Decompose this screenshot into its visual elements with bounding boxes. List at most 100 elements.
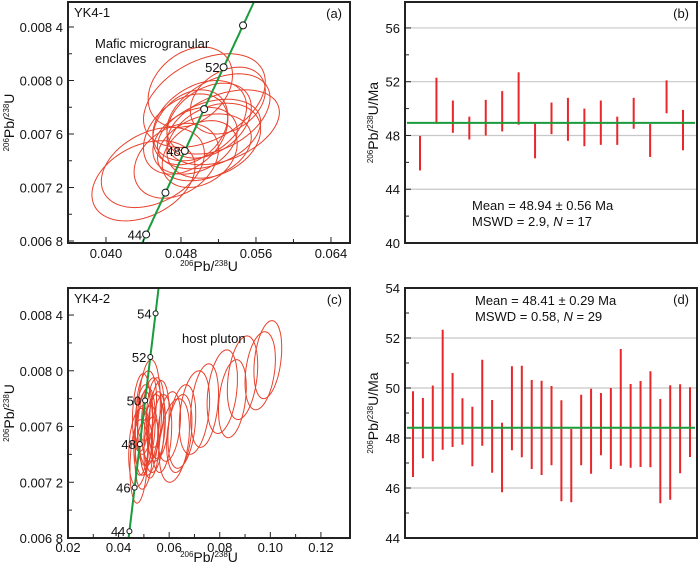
axis-label-part: 238	[2, 103, 11, 117]
y-tick-label: 0.008 4	[20, 308, 63, 323]
panel-label: (d)	[673, 292, 689, 307]
y-tick-label: 46	[386, 481, 400, 496]
error-ellipse	[253, 320, 283, 400]
axis-label-part: 238	[214, 259, 228, 268]
plot-area	[126, 288, 283, 538]
error-ellipse	[166, 89, 280, 166]
concordia-age-marker	[142, 230, 151, 239]
error-ellipse	[142, 93, 229, 175]
axis-label-part: 206	[366, 149, 375, 163]
y-tick-label: 40	[386, 236, 400, 251]
axis-label-part: 238	[2, 394, 11, 408]
y-tick-label: 0.008 0	[20, 74, 63, 89]
axis-label-part: Pb/	[365, 129, 381, 150]
axis-label-part: U	[228, 258, 238, 274]
error-ellipse	[147, 391, 166, 462]
concordia-age-label: 48	[166, 144, 180, 159]
mswd-post: = 29	[573, 309, 602, 324]
concordia-age-marker	[126, 528, 133, 535]
y-tick-label: 0.007 2	[20, 475, 63, 490]
x-tick-label: 0.06	[157, 540, 182, 555]
plot-area	[91, 2, 280, 243]
plot-frame	[404, 287, 698, 539]
axis-label-part: Pb/	[193, 258, 214, 274]
error-ellipse	[151, 393, 173, 474]
panel-label: (a)	[326, 6, 342, 21]
error-ellipse	[244, 331, 276, 411]
y-axis-label: 206Pb/238U	[1, 384, 17, 442]
error-ellipse	[139, 405, 159, 476]
error-ellipse	[152, 79, 248, 162]
sample-name: YK4-1	[74, 5, 110, 20]
error-ellipse	[129, 419, 149, 504]
axis-label-part: U/Ma	[365, 82, 381, 116]
x-tick-label: 0.02	[55, 540, 80, 555]
concordia-age-marker	[152, 310, 159, 317]
concordia-age-label: 46	[116, 481, 130, 496]
concordia-age-marker	[200, 105, 209, 114]
error-ellipse	[206, 349, 238, 435]
x-tick-label: 0.10	[258, 540, 283, 555]
concordia-age-label: 48	[121, 437, 135, 452]
axis-label-part: Pb/	[1, 407, 17, 428]
axis-label-part: U	[1, 384, 17, 394]
plot-frame	[67, 287, 351, 539]
mswd-n: N	[564, 309, 574, 324]
axis-label-part: 238	[214, 550, 228, 559]
y-tick-label: 0.007 2	[20, 180, 63, 195]
concordia-age-marker	[161, 188, 170, 197]
axis-label-part: 206	[180, 550, 194, 559]
axis-label-part: 238	[366, 115, 375, 129]
axis-label-part: 206	[180, 259, 194, 268]
error-ellipse	[167, 384, 197, 469]
concordia-age-label: 54	[137, 306, 151, 321]
concordia-age-marker	[239, 21, 248, 30]
y-tick-label: 44	[386, 531, 400, 546]
concordia-age-label: 44	[111, 524, 125, 539]
axis-label-part: U/Ma	[365, 372, 381, 406]
mean-age-text: Mean = 48.41 ± 0.29 Ma	[475, 293, 617, 308]
concordia-age-label: 52	[205, 60, 219, 75]
concordia-age-marker	[180, 146, 189, 155]
y-tick-label: 0.006 8	[20, 234, 63, 249]
error-ellipse	[91, 140, 196, 222]
axis-label-part: 238	[366, 405, 375, 419]
y-tick-label: 0.008 0	[20, 364, 63, 379]
error-ellipse	[145, 377, 165, 448]
x-tick-label: 0.064	[315, 246, 348, 261]
axis-label-part: U	[1, 94, 17, 104]
axis-label-part: 206	[366, 440, 375, 454]
y-tick-label: 48	[386, 431, 400, 446]
concordia-age-marker	[131, 484, 138, 491]
mean-age-text: Mean = 48.94 ± 0.56 Ma	[472, 198, 614, 213]
error-ellipse	[226, 335, 259, 420]
y-tick-label: 56	[386, 21, 400, 36]
concordia-age-marker	[147, 353, 154, 360]
y-tick-label: 48	[386, 128, 400, 143]
y-tick-label: 0.006 8	[20, 531, 63, 546]
y-tick-label: 50	[386, 381, 400, 396]
y-axis-label: 206Pb/238U/Ma	[365, 372, 381, 453]
concordia-age-marker	[136, 441, 143, 448]
error-ellipse	[152, 89, 229, 166]
mswd-text: MSWD = 0.58, N = 29	[475, 309, 602, 324]
concordia-age-label: 50	[127, 394, 141, 409]
error-ellipse	[158, 398, 190, 483]
y-tick-label: 52	[386, 75, 400, 90]
error-ellipse	[133, 122, 220, 199]
x-tick-label: 0.12	[308, 540, 333, 555]
y-axis-label: 206Pb/238U	[1, 94, 17, 152]
y-tick-label: 44	[386, 182, 400, 197]
panel-label: (b)	[673, 6, 689, 21]
panel-label: (c)	[327, 292, 342, 307]
axis-label-part: 206	[2, 428, 11, 442]
sample-name: YK4-2	[74, 291, 110, 306]
y-axis-label: 206Pb/238U/Ma	[365, 82, 381, 163]
axis-label-part: Pb/	[193, 549, 214, 565]
mswd-n: N	[553, 214, 563, 229]
axis-label-part: Pb/	[1, 117, 17, 138]
